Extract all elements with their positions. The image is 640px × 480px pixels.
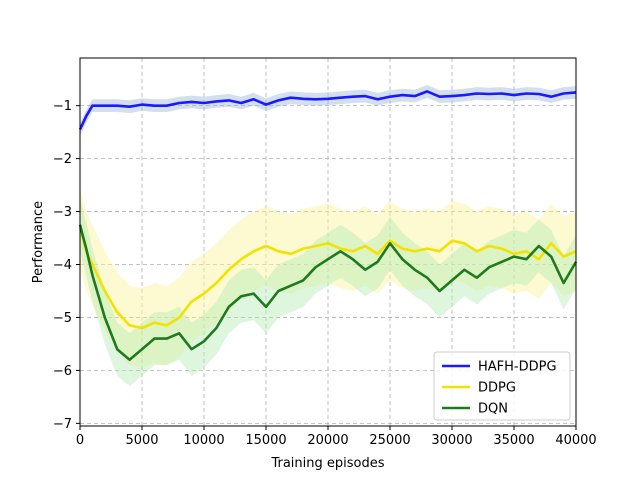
- y-tick-label: −5: [53, 311, 72, 326]
- band-ddpg: [80, 187, 576, 368]
- x-tick-label: 35000: [493, 433, 534, 448]
- line-dqn: [78, 224, 578, 362]
- x-axis-label: Training episodes: [270, 456, 384, 471]
- x-tick-label: 40000: [555, 433, 596, 448]
- y-tick-label: −7: [53, 417, 72, 432]
- x-tick-label: 20000: [307, 433, 348, 448]
- y-tick-label: −6: [53, 364, 72, 379]
- band-hafh-ddpg: [80, 85, 576, 136]
- legend-box: [433, 351, 571, 421]
- x-tick-label: 5000: [125, 433, 158, 448]
- y-axis-label: Performance: [31, 201, 46, 283]
- legend-label: DQN: [478, 402, 508, 417]
- series-lines: [78, 90, 578, 362]
- confidence-bands: [80, 85, 576, 387]
- y-tick-label: −4: [53, 258, 72, 273]
- y-tick-label: −3: [53, 205, 72, 220]
- x-tick-label: 30000: [431, 433, 472, 448]
- x-axis-ticks: 0 5000 10000 15000 20000 25000 30000 35000 40000: [76, 426, 597, 448]
- line-ddpg: [78, 227, 577, 330]
- line-hafh-ddpg: [78, 90, 577, 131]
- x-tick-label: 0: [76, 433, 84, 448]
- x-tick-label: 25000: [369, 433, 410, 448]
- y-tick-label: −1: [53, 99, 72, 114]
- x-tick-label: 10000: [183, 433, 224, 448]
- legend-label: HAFH-DDPG: [478, 360, 557, 375]
- y-tick-label: −2: [53, 152, 72, 167]
- x-tick-label: 15000: [245, 433, 286, 448]
- legend: HAFH-DDPG DDPG DQN: [433, 351, 571, 421]
- band-dqn: [80, 198, 576, 387]
- legend-label: DDPG: [478, 381, 516, 396]
- y-axis-ticks: −7 −6 −5 −4 −3 −2 −1: [53, 99, 80, 432]
